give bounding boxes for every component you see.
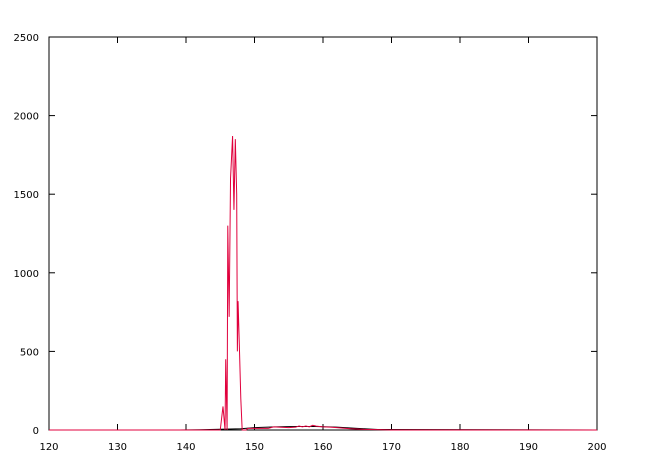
plot-frame: [48, 36, 598, 431]
x-tick-label: 200: [587, 442, 606, 453]
y-tick-label: 2500: [14, 33, 39, 44]
y-tick-labels: 0 500 1000 1500 2000 2500: [14, 33, 39, 437]
y-tick-label: 2000: [14, 112, 39, 123]
y-tick-label: 500: [20, 347, 39, 358]
x-tick-label: 130: [108, 442, 127, 453]
y-tick-label: 1500: [14, 190, 39, 201]
series-line-0: [49, 136, 597, 431]
x-tick-labels: 120 130 140 150 160 170 180 190 200: [39, 442, 606, 453]
y-tick-label: 1000: [14, 269, 39, 280]
x-tick-label: 160: [313, 442, 332, 453]
axis-ticks: [48, 36, 598, 431]
x-tick-label: 170: [382, 442, 401, 453]
y-tick-label: 0: [33, 426, 39, 437]
x-tick-label: 140: [176, 442, 195, 453]
x-tick-label: 150: [245, 442, 264, 453]
x-tick-label: 190: [519, 442, 538, 453]
x-tick-label: 120: [39, 442, 58, 453]
series-layer: [49, 136, 598, 431]
x-tick-label: 180: [450, 442, 469, 453]
